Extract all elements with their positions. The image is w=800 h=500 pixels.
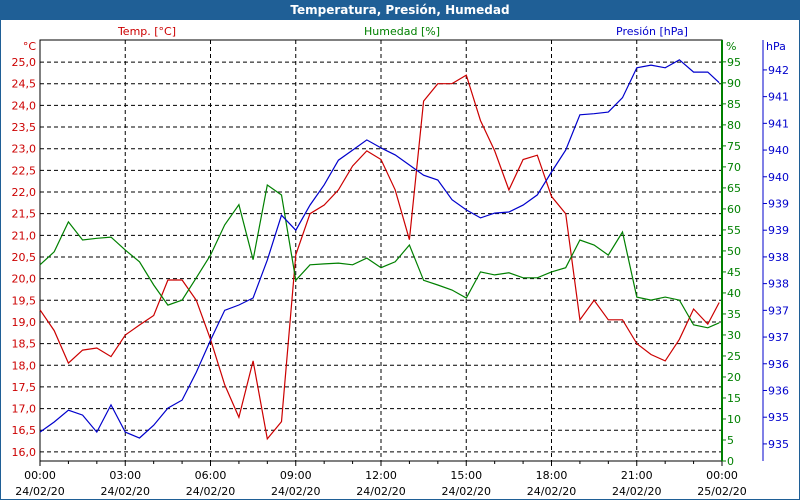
humidity-tick-label: 65 bbox=[727, 182, 741, 195]
temp-tick-label: 16,0 bbox=[12, 446, 37, 459]
grid bbox=[40, 40, 722, 461]
pressure-tick-label: 939 bbox=[768, 224, 789, 237]
temp-tick-label: 20,5 bbox=[12, 251, 37, 264]
humidity-tick-label: 10 bbox=[727, 413, 741, 426]
pressure-tick-label: 936 bbox=[768, 384, 789, 397]
humidity-tick-label: 5 bbox=[727, 434, 734, 447]
humidity-tick-label: 90 bbox=[727, 77, 741, 90]
x-tick-time: 09:00 bbox=[280, 469, 312, 482]
pressure-unit-label: hPa bbox=[766, 40, 786, 53]
temp-tick-label: 18,5 bbox=[12, 338, 37, 351]
x-tick-date: 24/02/20 bbox=[101, 485, 150, 498]
x-tick-time: 00:00 bbox=[24, 469, 56, 482]
humidity-tick-label: 45 bbox=[727, 266, 741, 279]
temp-series-label: Temp. [°C] bbox=[117, 25, 176, 38]
x-tick-date: 24/02/20 bbox=[612, 485, 661, 498]
humidity-series-line bbox=[39, 183, 720, 329]
temp-unit-label: °C bbox=[23, 40, 37, 53]
humidity-tick-label: 35 bbox=[727, 308, 741, 321]
pressure-tick-label: 942 bbox=[768, 64, 789, 77]
temp-tick-label: 20,0 bbox=[12, 273, 37, 286]
temp-tick-label: 16,5 bbox=[12, 424, 37, 437]
humidity-tick-label: 20 bbox=[727, 371, 741, 384]
temp-tick-label: 18,0 bbox=[12, 359, 37, 372]
x-tick-date: 24/02/20 bbox=[271, 485, 320, 498]
x-tick-time: 03:00 bbox=[109, 469, 141, 482]
humidity-tick-label: 30 bbox=[727, 329, 741, 342]
temp-tick-label: 21,0 bbox=[12, 229, 37, 242]
x-tick-date: 24/02/20 bbox=[356, 485, 405, 498]
x-tick-time: 18:00 bbox=[536, 469, 568, 482]
humidity-tick-label: 75 bbox=[727, 140, 741, 153]
humidity-tick-label: 50 bbox=[727, 245, 741, 258]
axes: 16,0 16,5 17,0 17,5 18,0 18,5 19,0 19,5 20,0 20,5… bbox=[12, 39, 789, 498]
pressure-series-line bbox=[39, 59, 720, 439]
temp-tick-label: 24,0 bbox=[12, 99, 37, 112]
humidity-tick-label: 95 bbox=[727, 56, 741, 69]
temp-tick-label: 17,0 bbox=[12, 403, 37, 416]
pressure-tick-label: 940 bbox=[768, 171, 789, 184]
temp-tick-label: 17,5 bbox=[12, 381, 37, 394]
pressure-tick-label: 941 bbox=[768, 117, 789, 130]
humidity-series-label: Humedad [%] bbox=[364, 25, 440, 38]
pressure-tick-label: 937 bbox=[768, 331, 789, 344]
humidity-tick-label: 0 bbox=[727, 455, 734, 468]
x-tick-date: 24/02/20 bbox=[527, 485, 576, 498]
humidity-tick-label: 80 bbox=[727, 119, 741, 132]
humidity-tick-label: 15 bbox=[727, 392, 741, 405]
pressure-tick-label: 941 bbox=[768, 91, 789, 104]
temp-tick-label: 21,5 bbox=[12, 208, 37, 221]
humidity-tick-label: 70 bbox=[727, 161, 741, 174]
temp-series-line bbox=[39, 74, 720, 441]
x-tick-date: 24/02/20 bbox=[442, 485, 491, 498]
humidity-tick-label: 40 bbox=[727, 287, 741, 300]
temp-tick-label: 19,5 bbox=[12, 294, 37, 307]
pressure-tick-label: 937 bbox=[768, 304, 789, 317]
pressure-tick-label: 939 bbox=[768, 197, 789, 210]
humidity-tick-label: 60 bbox=[727, 203, 741, 216]
humidity-tick-label: 55 bbox=[727, 224, 741, 237]
pressure-tick-label: 935 bbox=[768, 411, 789, 424]
temp-tick-label: 22,5 bbox=[12, 164, 37, 177]
temp-tick-label: 25,0 bbox=[12, 56, 37, 69]
humidity-tick-label: 85 bbox=[727, 98, 741, 111]
pressure-tick-label: 936 bbox=[768, 358, 789, 371]
x-tick-date: 25/02/20 bbox=[697, 485, 746, 498]
pressure-tick-label: 938 bbox=[768, 251, 789, 264]
pressure-tick-label: 940 bbox=[768, 144, 789, 157]
pressure-series-label: Presión [hPa] bbox=[616, 25, 688, 38]
x-tick-time: 15:00 bbox=[450, 469, 482, 482]
x-tick-date: 24/02/20 bbox=[186, 485, 235, 498]
x-tick-time: 12:00 bbox=[365, 469, 397, 482]
pressure-tick-label: 938 bbox=[768, 278, 789, 291]
humidity-tick-label: 25 bbox=[727, 350, 741, 363]
temp-tick-label: 24,5 bbox=[12, 78, 37, 91]
temp-tick-label: 22,0 bbox=[12, 186, 37, 199]
x-tick-time: 00:00 bbox=[706, 469, 738, 482]
x-tick-date: 24/02/20 bbox=[15, 485, 64, 498]
x-tick-time: 06:00 bbox=[195, 469, 227, 482]
pressure-tick-label: 935 bbox=[768, 438, 789, 451]
window-title: Temperatura, Presión, Humedad bbox=[0, 0, 800, 20]
temp-tick-label: 23,0 bbox=[12, 143, 37, 156]
x-tick-time: 21:00 bbox=[621, 469, 653, 482]
humidity-unit-label: % bbox=[726, 40, 736, 53]
series-lines bbox=[39, 59, 720, 441]
temp-tick-label: 19,0 bbox=[12, 316, 37, 329]
temp-tick-label: 23,5 bbox=[12, 121, 37, 134]
